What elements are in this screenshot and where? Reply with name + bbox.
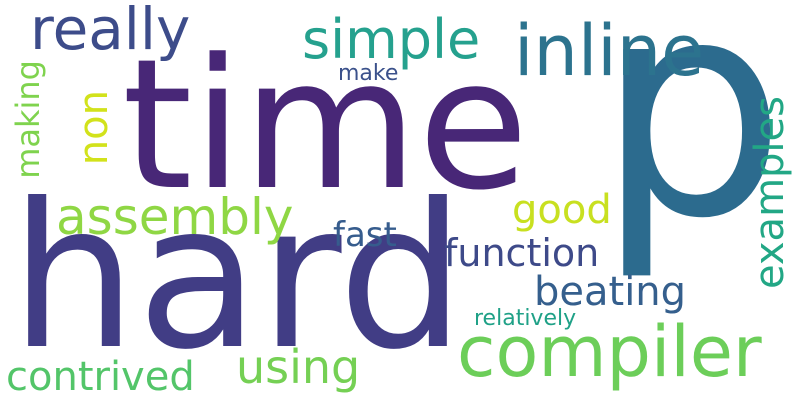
word-contrived: contrived (6, 357, 195, 397)
word-make: make (338, 63, 398, 85)
word-assembly: assembly (56, 192, 293, 242)
word-really: really (30, 0, 190, 58)
word-non: non (74, 90, 114, 165)
word-fast: fast (333, 218, 397, 252)
word-using: using (236, 344, 360, 390)
word-simple: simple (302, 13, 480, 67)
word-examples: examples (750, 96, 790, 289)
word-good: good (512, 190, 612, 230)
word-relatively: relatively (474, 308, 576, 330)
word-inline: inline (514, 16, 704, 86)
word-function: function (444, 234, 599, 272)
word-making: making (12, 60, 44, 179)
